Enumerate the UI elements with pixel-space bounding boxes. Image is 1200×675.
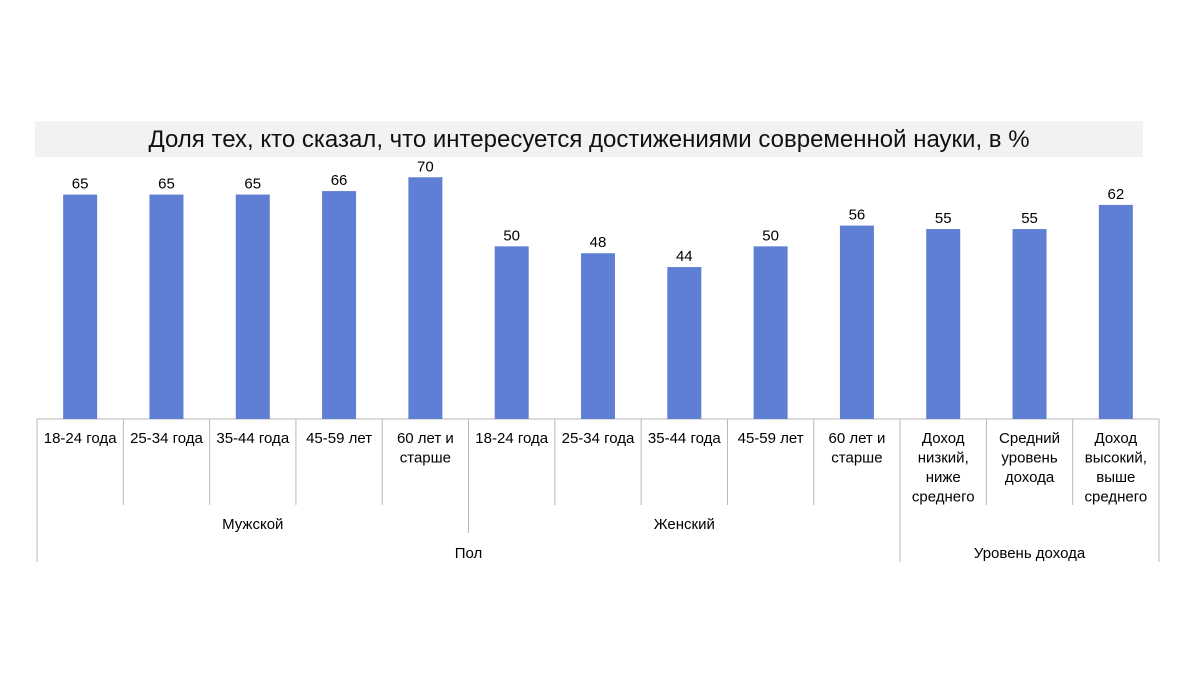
category-label: старше xyxy=(831,450,882,467)
category-label: 60 лет и xyxy=(828,430,885,447)
data-label: 55 xyxy=(1021,210,1038,227)
data-label: 65 xyxy=(244,176,261,193)
category-label: 35-44 года xyxy=(216,430,289,447)
chart-title-bar: Доля тех, кто сказал, что интересуется д… xyxy=(35,121,1143,157)
category-label: среднего xyxy=(1084,489,1147,506)
chart-title: Доля тех, кто сказал, что интересуется д… xyxy=(148,126,1030,153)
bar xyxy=(149,194,184,419)
bar xyxy=(1098,204,1133,419)
data-label: 44 xyxy=(676,248,693,265)
group-label-level1: Женский xyxy=(654,516,715,533)
category-label: 60 лет и xyxy=(397,430,454,447)
data-label: 55 xyxy=(935,210,952,227)
data-label: 62 xyxy=(1108,186,1125,203)
group-label-level2: Уровень дохода xyxy=(974,545,1086,562)
category-label: дохода xyxy=(1005,469,1055,486)
bar xyxy=(839,225,874,419)
category-label: ниже xyxy=(926,469,961,486)
category-label: Доход xyxy=(922,430,965,447)
category-label: Доход xyxy=(1095,430,1138,447)
bar xyxy=(667,267,702,419)
category-label: выше xyxy=(1096,469,1135,486)
category-label: 45-59 лет xyxy=(306,430,372,447)
category-label: 25-34 года xyxy=(562,430,635,447)
category-label: 35-44 года xyxy=(648,430,721,447)
data-label: 70 xyxy=(417,158,434,175)
bar xyxy=(1012,229,1047,419)
category-label: 45-59 лет xyxy=(738,430,804,447)
category-label: уровень xyxy=(1001,450,1057,467)
data-label: 65 xyxy=(72,176,89,193)
category-label: среднего xyxy=(912,489,975,506)
category-label: старше xyxy=(400,450,451,467)
data-label: 48 xyxy=(590,234,607,251)
bar xyxy=(753,246,788,419)
group-label-level2: Пол xyxy=(455,545,483,562)
group-label-level1: Мужской xyxy=(222,516,283,533)
data-label: 50 xyxy=(762,227,779,244)
data-label: 66 xyxy=(331,172,348,189)
data-label: 50 xyxy=(503,227,520,244)
category-label: 18-24 года xyxy=(475,430,548,447)
bar xyxy=(63,194,98,419)
bar xyxy=(926,229,961,419)
category-label: 25-34 года xyxy=(130,430,203,447)
category-label: высокий, xyxy=(1085,450,1147,467)
bar xyxy=(322,191,357,419)
bar xyxy=(581,253,615,419)
category-label: 18-24 года xyxy=(44,430,117,447)
bar xyxy=(494,246,529,419)
bar xyxy=(235,194,270,419)
bar xyxy=(408,177,443,419)
category-label: низкий, xyxy=(918,450,969,467)
data-label: 56 xyxy=(849,207,866,224)
data-label: 65 xyxy=(158,176,175,193)
category-label: Средний xyxy=(999,430,1060,447)
